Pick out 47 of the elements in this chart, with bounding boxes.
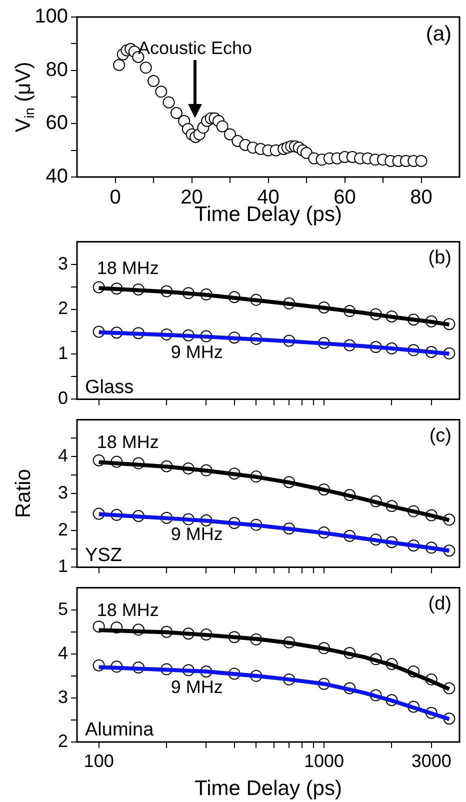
point [140, 62, 152, 74]
y-tick-label: 4 [58, 446, 68, 466]
y-tick-label: 2 [58, 730, 68, 751]
x-tick-label: 80 [410, 186, 432, 209]
annotation: (c) [429, 426, 452, 447]
annotation: Acoustic Echo [138, 38, 252, 58]
series-label: 9 MHz [170, 342, 223, 362]
point [415, 155, 428, 167]
x-tick-label: 100 [84, 750, 114, 771]
annotation: (b) [428, 248, 452, 269]
point [148, 75, 160, 87]
y-tick-label: 4 [58, 642, 68, 663]
y-tick-label: 5 [58, 598, 68, 619]
annotation: (d) [428, 594, 452, 615]
point [113, 59, 126, 71]
x-axis-title: Time Delay (ps) [194, 777, 342, 800]
point [155, 86, 168, 98]
y-tick-label: 2 [58, 519, 68, 540]
x-tick-label: 0 [110, 186, 121, 209]
y-tick-label: 3 [58, 686, 68, 707]
x-tick-label: 3000 [411, 750, 452, 771]
series-label: 9 MHz [170, 524, 223, 544]
point [216, 120, 228, 132]
y-axis-title: Ratio [12, 468, 35, 518]
series-label: 18 MHz [96, 432, 159, 452]
point [170, 107, 182, 119]
series-label: 18 MHz [96, 258, 159, 278]
annotation: Glass [85, 376, 134, 398]
y-tick-label: 1 [58, 343, 68, 364]
annotation: (a) [426, 22, 452, 46]
y-tick-label: 2 [58, 298, 68, 318]
point [224, 128, 236, 140]
y-tick-label: 60 [46, 112, 68, 134]
series-label: 9 MHz [170, 677, 223, 698]
y-tick-label: 1 [58, 556, 68, 576]
y-tick-label: 80 [46, 58, 68, 81]
annotation: YSZ [85, 544, 122, 566]
y-tick-label: 0 [58, 388, 68, 408]
y-axis-title: Vin (μV) [12, 62, 38, 132]
y-tick-label: 3 [58, 253, 68, 274]
annotation: Alumina [85, 720, 154, 741]
y-tick-label: 40 [46, 166, 68, 188]
point [162, 96, 175, 108]
y-tick-label: 3 [58, 482, 68, 502]
series-label: 18 MHz [96, 600, 159, 620]
x-tick-label: 1000 [304, 750, 344, 771]
y-tick-label: 100 [34, 6, 68, 28]
